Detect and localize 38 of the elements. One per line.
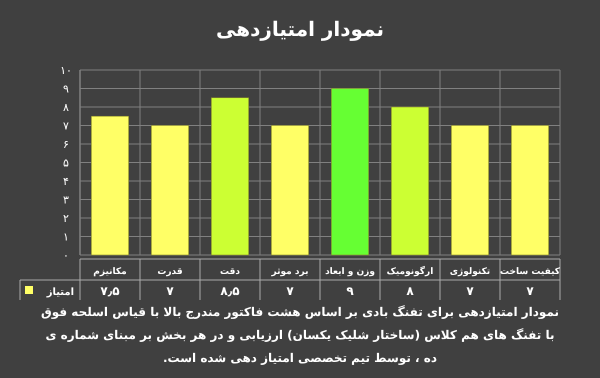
x-tick-label: دقت [220, 267, 240, 277]
y-tick-label: ۸ [63, 101, 70, 114]
y-tick-label: ۲ [63, 212, 70, 225]
y-tick-label: ۷ [63, 120, 70, 132]
data-label: ۷ [526, 284, 534, 298]
bar [391, 106, 429, 256]
y-tick-label: ۳ [63, 194, 70, 206]
y-tick-label: ۱ [63, 230, 69, 244]
data-label: ۷ [286, 284, 294, 298]
y-tick-label: ۶ [63, 138, 69, 151]
data-label: ۹ [346, 284, 354, 298]
legend-label: امتیاز [46, 287, 74, 298]
bar [271, 125, 309, 256]
data-label: ۷ [166, 284, 174, 298]
y-tick-label: ۵ [63, 156, 70, 170]
bar [211, 97, 249, 256]
text: نمودار امتیازدهی برای تفنگ بادی بر اساس هشت فاکتور مندرج بالا با قیاس اسلحه فوق با تفنگ های هم کلاس (ساختار شلیک یکسان) ارزیابی و در هر بخش بر مبنای شماره ی ده ، توسط تیم تخصصی امتیاز دهی شده است. [40, 304, 560, 367]
bar [91, 116, 129, 256]
y-tick-label: ۹ [63, 82, 70, 96]
y-tick-label: ۱۰ [60, 64, 72, 77]
x-tick-label: ارگونومیک [386, 265, 434, 277]
y-tick-label: ۰ [63, 249, 69, 262]
bar [151, 125, 189, 256]
bar [451, 125, 489, 256]
legend: امتیاز [25, 286, 74, 298]
data-label: ۸ [406, 284, 414, 298]
bar [511, 125, 549, 256]
x-tick-label: تکنولوژی [450, 267, 490, 277]
bar [331, 88, 369, 256]
x-tick-label: قدرت [157, 267, 183, 277]
y-tick-label: ۴ [63, 175, 70, 188]
chart-title: نمودار امتیازدهی [216, 17, 384, 41]
x-tick-label: برد موثر [270, 267, 308, 277]
x-tick-label: مکانیزم [93, 267, 127, 277]
data-label: ۸٫۵ [220, 284, 240, 298]
data-label: ۷ [466, 284, 474, 298]
x-tick-label: وزن و ابعاد [325, 267, 375, 277]
data-label: ۷٫۵ [100, 284, 120, 298]
